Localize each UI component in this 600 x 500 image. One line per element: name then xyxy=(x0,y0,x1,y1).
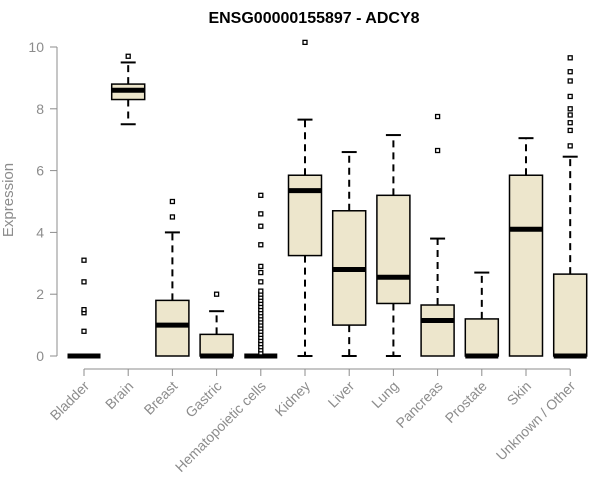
box-group xyxy=(552,55,588,359)
outlier-point xyxy=(567,143,573,149)
x-tick-label: Unknown / Other xyxy=(493,378,579,464)
box-body xyxy=(420,304,455,357)
box-group xyxy=(199,291,234,359)
outlier-point xyxy=(567,69,573,75)
x-tick-label: Gastric xyxy=(182,378,225,421)
outlier-point xyxy=(258,288,264,294)
outlier-point xyxy=(258,269,264,276)
y-tick-label: 0 xyxy=(36,348,44,364)
x-tick-label: Lung xyxy=(368,378,401,411)
y-axis-label: Expression xyxy=(0,163,17,237)
x-tick-label: Breast xyxy=(141,378,181,418)
y-tick-label: 6 xyxy=(36,163,44,179)
outlier-point xyxy=(434,147,441,154)
outlier-point xyxy=(258,242,264,248)
plot-area xyxy=(67,39,588,359)
outlier-point xyxy=(567,78,573,84)
outlier-point xyxy=(567,127,573,134)
y-tick-label: 2 xyxy=(36,286,44,302)
outlier-point xyxy=(258,223,264,229)
outlier-point xyxy=(302,39,308,46)
outlier-point xyxy=(81,306,87,313)
y-axis: 0 2 4 6 8 10 xyxy=(28,39,58,364)
box-group xyxy=(464,271,500,359)
box-body xyxy=(508,174,544,357)
outlier-point xyxy=(567,55,573,61)
box-body xyxy=(155,299,190,357)
outlier-point xyxy=(81,257,87,263)
box-group xyxy=(508,137,544,357)
outlier-point xyxy=(567,93,573,100)
x-tick-label: Pancreas xyxy=(393,378,446,431)
outlier-point xyxy=(258,263,264,270)
box-group xyxy=(376,134,411,357)
box-group xyxy=(287,39,323,357)
y-tick-label: 4 xyxy=(36,224,44,240)
outlier-point xyxy=(434,113,441,120)
outlier-point xyxy=(258,192,264,198)
outlier-point xyxy=(169,214,176,220)
x-tick-label: Prostate xyxy=(442,378,490,426)
x-tick-label: Liver xyxy=(325,378,358,411)
x-tick-label: Brain xyxy=(102,378,136,412)
outlier-point xyxy=(213,291,220,297)
box-group xyxy=(331,151,367,357)
outlier-point xyxy=(567,112,573,118)
box-body xyxy=(552,273,588,357)
outlier-point xyxy=(258,279,264,285)
x-tick-label: Bladder xyxy=(47,378,93,424)
outlier-point xyxy=(567,106,573,112)
x-tick-label: Kidney xyxy=(272,378,314,420)
box-body xyxy=(464,318,500,357)
box-group xyxy=(67,257,101,359)
box-group xyxy=(420,113,455,357)
outlier-point xyxy=(125,53,131,59)
outlier-point xyxy=(567,120,573,126)
outlier-point xyxy=(258,211,264,217)
outlier-point xyxy=(81,279,87,285)
y-tick-label: 8 xyxy=(36,101,44,117)
chart-title: ENSG00000155897 - ADCY8 xyxy=(208,10,419,27)
box-body xyxy=(199,333,234,357)
outlier-point xyxy=(169,198,176,205)
outlier-point xyxy=(81,328,87,334)
box-body xyxy=(287,174,323,257)
box-group xyxy=(244,192,278,359)
x-tick-label: Skin xyxy=(504,378,535,409)
box-group xyxy=(155,198,190,357)
y-tick-label: 10 xyxy=(28,39,44,55)
box-group xyxy=(110,53,146,126)
box-body xyxy=(376,194,411,305)
